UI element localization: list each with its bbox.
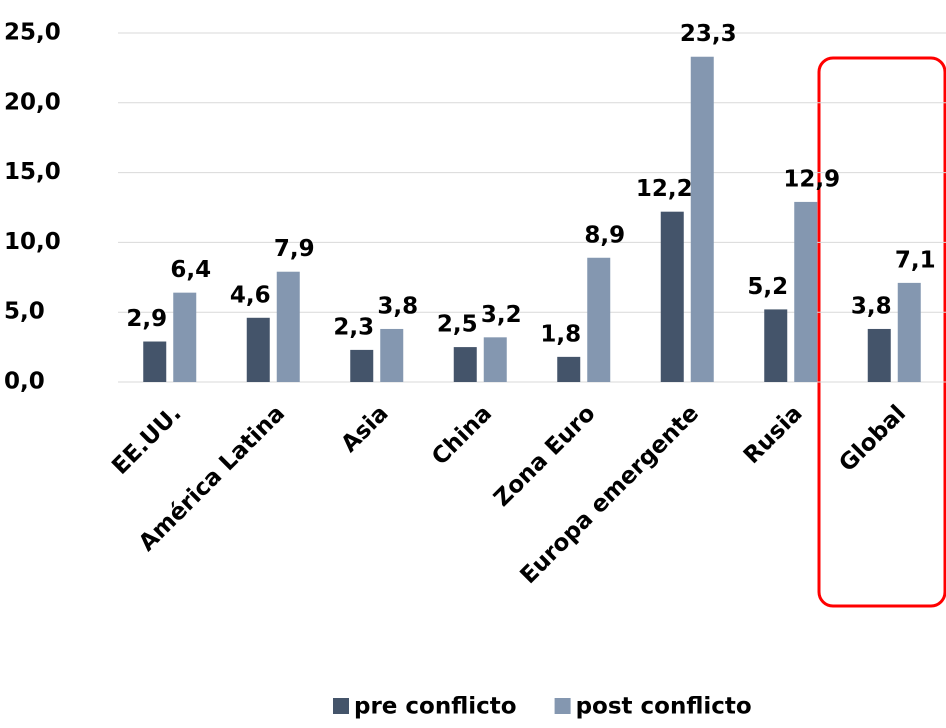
highlight-box bbox=[817, 56, 946, 608]
value-label: 5,2 bbox=[747, 274, 788, 300]
y-tick-label: 25,0 bbox=[4, 20, 61, 46]
value-label: 2,3 bbox=[333, 314, 374, 340]
bar bbox=[764, 309, 788, 382]
bar bbox=[867, 328, 891, 382]
bar bbox=[380, 328, 404, 382]
value-label: 4,6 bbox=[230, 282, 271, 308]
value-label: 8,9 bbox=[584, 222, 625, 248]
bar bbox=[246, 317, 270, 382]
x-tick-label: EE.UU. bbox=[107, 400, 186, 479]
value-label: 2,9 bbox=[126, 306, 167, 332]
y-tick-label: 15,0 bbox=[4, 159, 61, 185]
bar bbox=[897, 282, 921, 382]
legend-label: post conflicto bbox=[576, 694, 752, 720]
x-tick-label: China bbox=[427, 400, 497, 470]
value-label: 12,9 bbox=[783, 166, 840, 192]
bar bbox=[587, 257, 611, 382]
y-tick-label: 5,0 bbox=[4, 299, 45, 325]
value-label: 12,2 bbox=[636, 176, 693, 202]
legend-swatch bbox=[554, 698, 571, 714]
x-tick-label: Rusia bbox=[739, 400, 808, 469]
legend-label: pre conflicto bbox=[354, 694, 517, 720]
bar bbox=[276, 271, 300, 382]
value-label: 7,9 bbox=[274, 236, 315, 262]
value-label: 3,2 bbox=[481, 302, 522, 328]
bar bbox=[557, 356, 581, 382]
bar bbox=[794, 201, 818, 382]
y-tick-label: 0,0 bbox=[4, 369, 45, 395]
bar bbox=[453, 347, 477, 382]
value-label: 3,8 bbox=[851, 293, 892, 319]
bar bbox=[350, 349, 374, 382]
y-tick-label: 20,0 bbox=[4, 89, 61, 115]
value-label: 1,8 bbox=[540, 321, 581, 347]
bar bbox=[143, 341, 167, 382]
bar bbox=[173, 292, 197, 382]
x-tick-label: Global bbox=[834, 400, 911, 477]
value-label: 23,3 bbox=[680, 21, 737, 47]
value-label: 7,1 bbox=[895, 247, 936, 273]
x-tick-label: Zona Euro bbox=[489, 400, 600, 511]
legend-swatch bbox=[333, 698, 349, 714]
x-tick-label: Asia bbox=[336, 400, 393, 457]
x-tick-label: Europa emergente bbox=[515, 400, 704, 589]
y-tick-label: 10,0 bbox=[4, 229, 61, 255]
value-label: 6,4 bbox=[170, 257, 211, 283]
value-label: 3,8 bbox=[377, 293, 418, 319]
value-label: 2,5 bbox=[437, 312, 478, 338]
bar bbox=[660, 211, 684, 382]
bar bbox=[690, 56, 714, 383]
bar bbox=[483, 337, 507, 382]
